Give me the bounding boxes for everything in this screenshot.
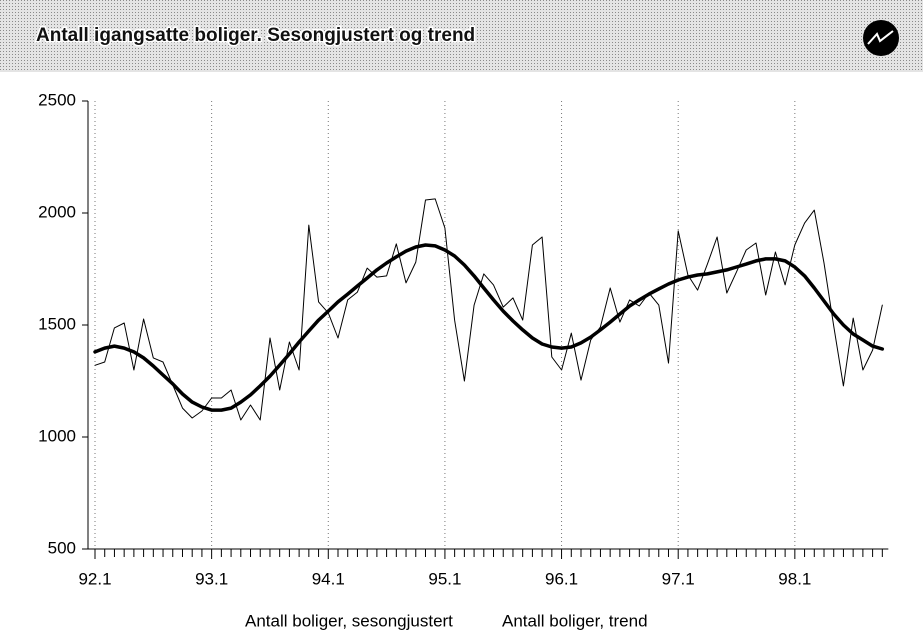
series-line <box>94 198 883 421</box>
legend-label: Antall boliger, trend <box>502 611 648 630</box>
logo-icon <box>863 20 899 56</box>
x-tick-label: 97.1 <box>662 569 695 588</box>
x-tick-label: 95.1 <box>428 569 461 588</box>
x-tick-label: 96.1 <box>545 569 578 588</box>
x-tick-label: 98.1 <box>778 569 811 588</box>
series-line <box>93 243 885 412</box>
chart-title: Antall igangsatte boliger. Sesongjustert… <box>36 25 475 46</box>
y-tick-label: 1500 <box>38 314 76 333</box>
x-tick-label: 93.1 <box>195 569 228 588</box>
y-tick-label: 500 <box>48 538 76 557</box>
legend-label: Antall boliger, sesongjustert <box>245 611 453 630</box>
x-tick-label: 94.1 <box>312 569 345 588</box>
y-tick-label: 2500 <box>38 90 76 109</box>
y-tick-label: 1000 <box>38 426 76 445</box>
x-tick-label: 92.1 <box>78 569 111 588</box>
title-bar <box>0 0 923 72</box>
y-tick-label: 2000 <box>38 202 76 221</box>
